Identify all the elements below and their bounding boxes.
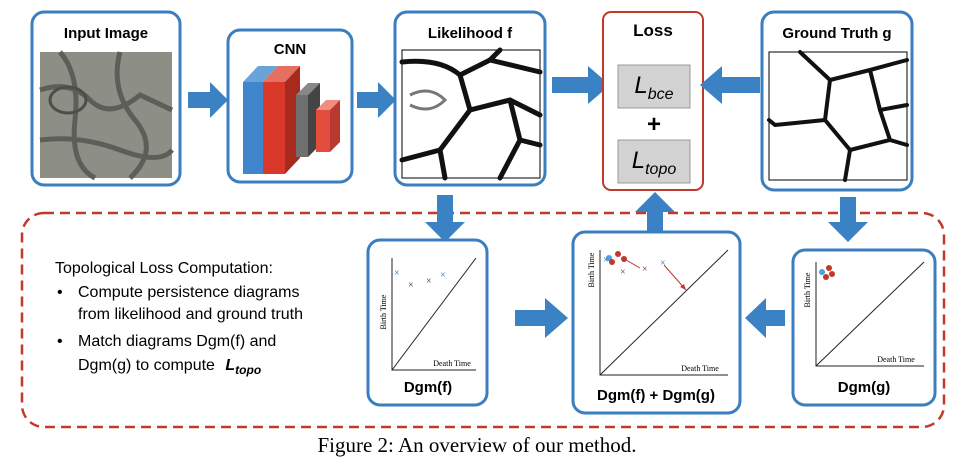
diagonal (391, 257, 477, 371)
bullet-line: from likelihood and ground truth (78, 306, 303, 323)
x-axis-label: Death Time (877, 355, 915, 364)
symbol: L (225, 357, 235, 374)
dgm-label: Dgm(f) (404, 379, 452, 396)
bullet-line: Match diagrams Dgm(f) and (78, 333, 276, 350)
symbol: L (632, 147, 645, 174)
topo-title: Topological Loss Computation: (55, 260, 273, 277)
plus: + (647, 111, 661, 138)
cnn-title: CNN (274, 41, 307, 58)
loss-title: Loss (633, 21, 673, 40)
x-axis-label: Death Time (681, 364, 719, 373)
loss-topo: Ltopo (632, 147, 677, 178)
svg-text:×: × (660, 258, 666, 269)
x-axis-label: Death Time (433, 359, 471, 368)
svg-text:×: × (642, 264, 648, 275)
svg-text:×: × (603, 255, 609, 266)
gt-title: Ground Truth g (782, 25, 891, 42)
arrow (425, 195, 465, 242)
subscript: topo (645, 161, 676, 178)
diagonal (599, 249, 729, 376)
arrow (552, 66, 610, 104)
input-image (39, 50, 174, 181)
arrow (515, 298, 568, 338)
cnn-layers (243, 66, 340, 174)
arrow (745, 298, 785, 338)
caption: Figure 2: An overview of our method. (317, 433, 636, 457)
bullet-line: Dgm(g) to compute (78, 357, 215, 374)
dgm-label: Dgm(f) + Dgm(g) (597, 387, 715, 404)
arrow (700, 66, 760, 104)
dgm-box (571, 230, 742, 415)
loss-term-box (617, 64, 691, 109)
topo-region (20, 211, 946, 429)
bullet: • Compute persistence diagrams from like… (57, 284, 307, 377)
subscript: bce (648, 86, 674, 103)
input-title: Input Image (64, 25, 148, 42)
svg-text:×: × (440, 270, 446, 281)
svg-text:×: × (408, 280, 414, 291)
gt-image (767, 50, 909, 182)
symbol: L (634, 72, 647, 99)
svg-text:×: × (620, 267, 626, 278)
likelihood-image (399, 47, 543, 181)
points: × × × × (394, 268, 446, 291)
y-axis-label: Birth Time (379, 294, 388, 329)
dgm-label: Dgm(g) (838, 379, 891, 396)
likelihood-title: Likelihood f (428, 25, 513, 42)
bullet-dot: • (57, 333, 63, 350)
subscript: topo (235, 363, 261, 377)
y-axis-label: Birth Time (803, 272, 812, 307)
svg-text:×: × (394, 268, 400, 279)
arrow (635, 192, 675, 232)
diagonal (815, 261, 925, 367)
loss-bce: Lbce (634, 72, 673, 103)
arrow (828, 197, 868, 242)
bullet-dot: • (57, 284, 63, 301)
y-axis-label: Birth Time (587, 252, 596, 287)
loss-term-box (617, 139, 691, 184)
points (819, 265, 835, 280)
svg-text:×: × (426, 276, 432, 287)
arrow (188, 82, 228, 118)
arrow (357, 82, 396, 118)
points: × × × × (603, 251, 687, 291)
bullet-line: Compute persistence diagrams (78, 284, 299, 301)
